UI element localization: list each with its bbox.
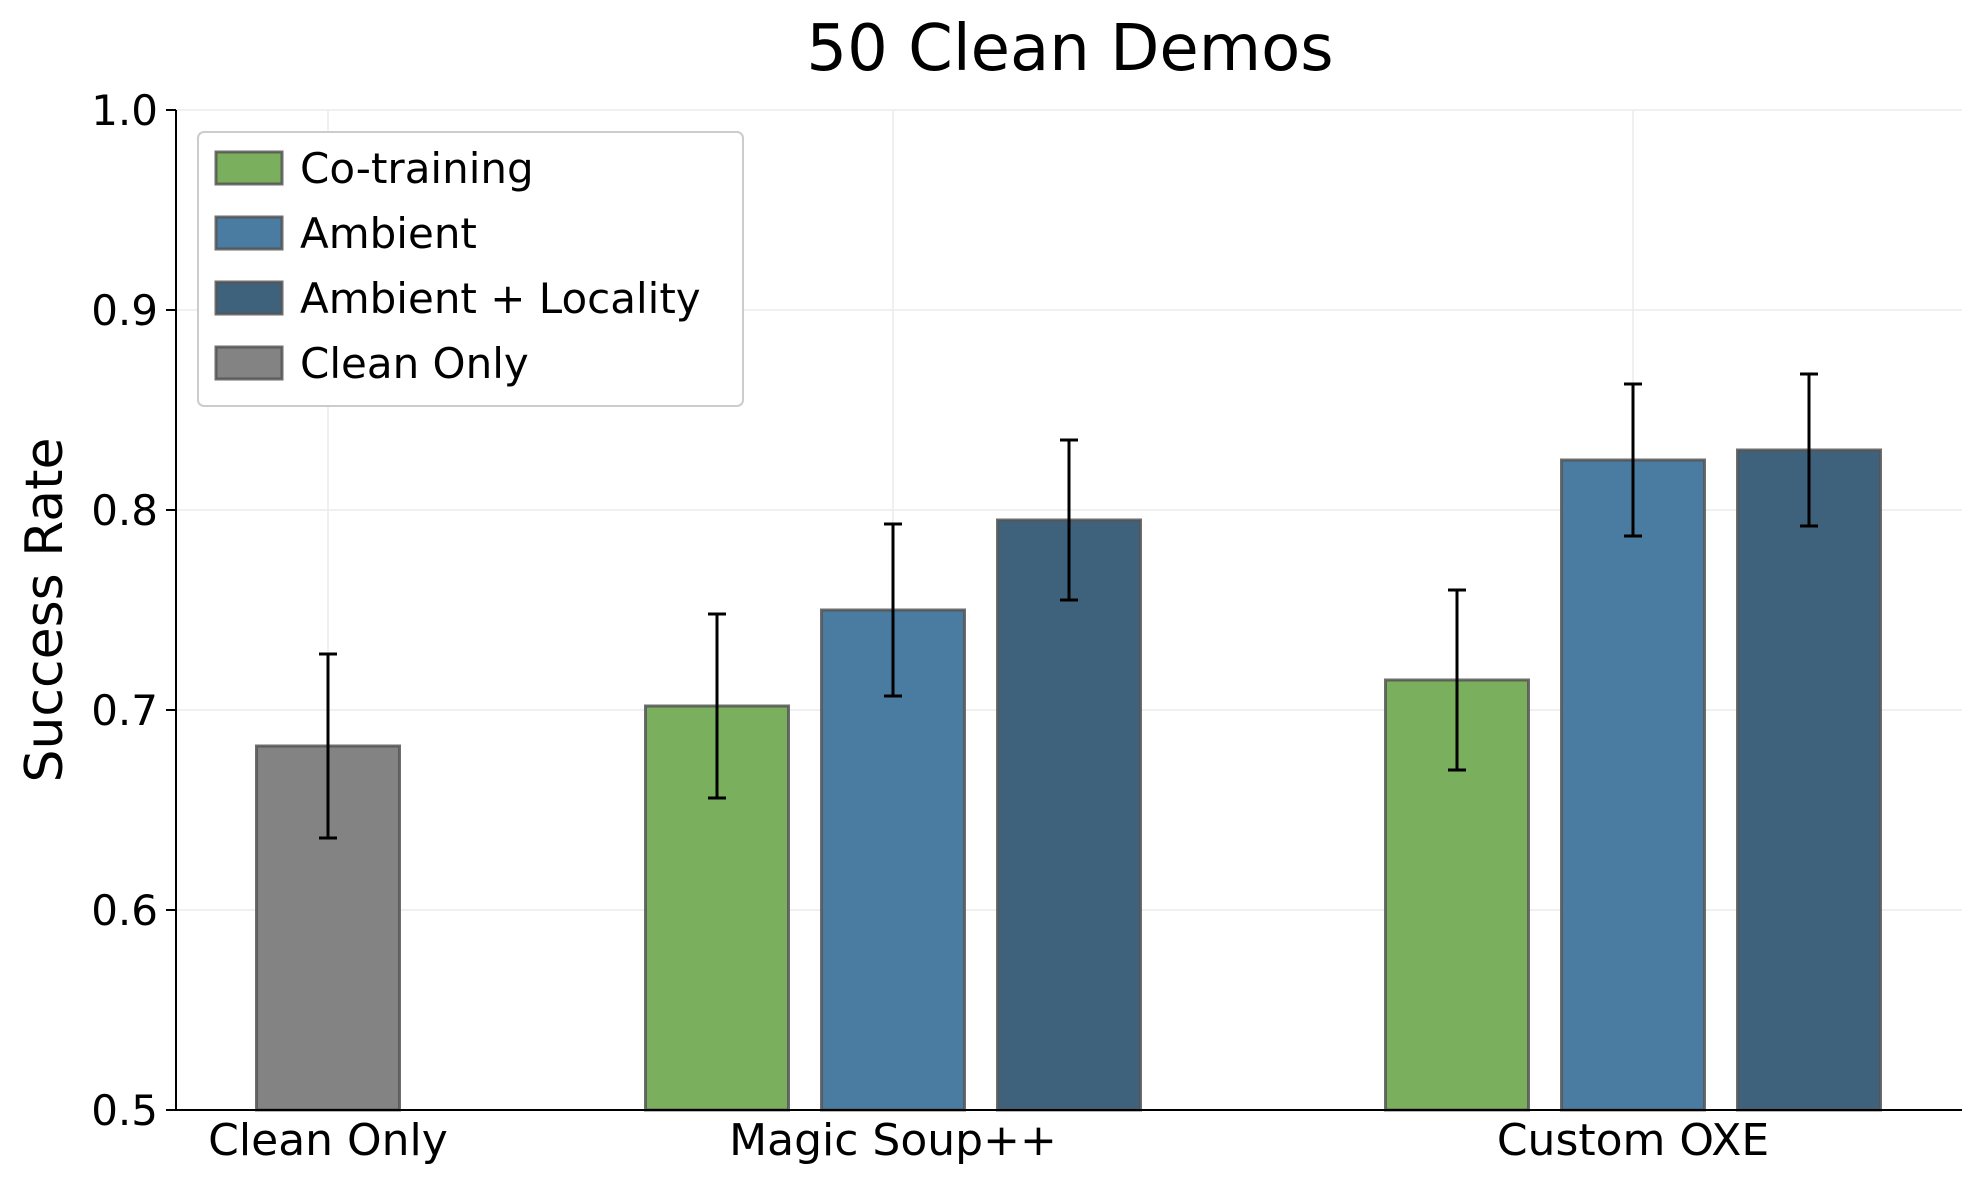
bar-layer	[255, 372, 1882, 1112]
legend: Co-training Ambient Ambient + Locality Clea…	[197, 131, 744, 407]
y-tick-label: 0.9	[91, 286, 158, 335]
x-tick-label: Magic Soup++	[729, 1115, 1057, 1166]
legend-label: Ambient + Locality	[300, 274, 701, 323]
bar-ambient-custom-oxe	[1560, 458, 1706, 1112]
y-tick-label: 0.8	[91, 486, 158, 535]
chart-title: 50 Clean Demos	[806, 12, 1333, 86]
legend-label: Ambient	[300, 209, 477, 258]
legend-swatch	[214, 150, 284, 186]
y-tick-label: 1.0	[91, 86, 158, 135]
x-tick-label: Custom OXE	[1497, 1115, 1769, 1166]
legend-swatch	[214, 215, 284, 251]
x-tick-label: Clean Only	[208, 1115, 448, 1166]
axis-layer: Clean Only Magic Soup++ Custom OXE 0.5 0.6 0.…	[91, 86, 1962, 1166]
legend-label: Clean Only	[300, 339, 529, 388]
bar-co-training-custom-oxe	[1384, 678, 1530, 1112]
y-tick-label: 0.6	[91, 886, 158, 935]
legend-label: Co-training	[300, 144, 534, 193]
y-tick-label: 0.5	[91, 1086, 158, 1135]
legend-swatch	[214, 280, 284, 316]
legend-box	[197, 131, 744, 407]
y-tick-label: 0.7	[91, 686, 158, 735]
y-axis-label: Success Rate	[15, 437, 75, 782]
bar-ambient-locality-magic-soup-	[996, 518, 1142, 1112]
bar-ambient-locality-custom-oxe	[1736, 448, 1882, 1112]
legend-swatch	[214, 345, 284, 381]
